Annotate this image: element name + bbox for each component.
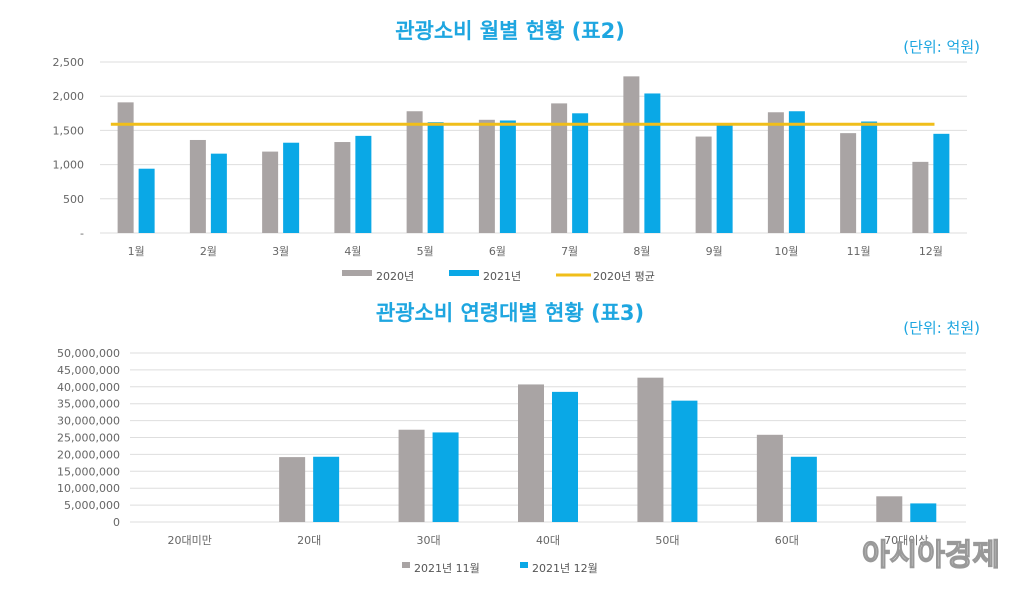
bar-series2 [861,121,878,233]
bar-series1 [279,457,306,522]
x-tick-label: 70대이상 [884,534,928,547]
x-tick-label: 1월 [128,245,145,258]
bar-series2 [790,456,817,522]
x-tick-label: 8월 [633,245,650,258]
y-tick-label: 50,000,000 [57,347,120,360]
bar-series1 [756,434,783,522]
y-tick-label: 15,000,000 [57,465,120,478]
x-tick-label: 11월 [847,245,871,258]
y-tick-label: 2,000 [53,90,85,103]
y-tick-label: 2,500 [53,56,85,69]
bar-series1 [623,76,640,233]
chart2-title: 관광소비 연령대별 현황 (표3) [376,301,644,325]
x-tick-label: 12월 [919,245,943,258]
bar-series2 [138,168,155,233]
bar-series2 [499,120,516,233]
chart1-title: 관광소비 월별 현황 (표2) [395,19,625,43]
bar-series1 [406,111,423,233]
bar-series1 [189,139,206,233]
bar-series2 [432,432,459,522]
watermark-logo: 아시아경제 [862,538,1000,573]
x-tick-label: 7월 [561,245,578,258]
y-tick-label: 25,000,000 [57,432,120,445]
bar-series2 [716,124,733,233]
bar-series2 [427,122,444,233]
chart2-plot: 0 5,000,000 10,000,000 15,000,000 20,000,000… [57,347,966,575]
bar-series2 [313,456,340,522]
bar-series2 [788,111,805,233]
y-tick-label: 45,000,000 [57,364,120,377]
bar-series2 [283,142,300,233]
legend-label: 2020년 평균 [593,270,655,283]
bar-series2 [572,113,589,233]
y-tick-label: - [80,227,84,240]
legend-swatch [402,562,410,568]
legend-swatch [520,562,528,568]
legend-label: 2021년 11월 [414,562,480,575]
bar-series2 [644,93,661,234]
bar-series2 [552,391,578,522]
chart1-unit: (단위: 억원) [903,38,980,56]
y-tick-label: 35,000,000 [57,398,120,411]
bar-series1 [551,103,568,233]
bar-series1 [876,496,903,522]
bar-series1 [478,119,495,233]
x-tick-label: 20대미만 [168,534,212,547]
bar-series2 [355,135,372,233]
x-tick-label: 10월 [774,245,798,258]
bar-series1 [262,151,279,233]
x-tick-label: 30대 [417,534,441,547]
chart1-plot: - 500 1,000 1,500 2,000 2,500 1월 2월 3월 4월 5월 6월 7월 8월… [53,56,967,283]
bar-series2 [210,153,227,233]
bar-series1 [912,161,929,233]
x-tick-label: 60대 [775,534,799,547]
bar-series1 [637,377,664,522]
x-tick-label: 4월 [344,245,361,258]
legend-label: 2021년 12월 [532,562,598,575]
x-tick-label: 6월 [489,245,506,258]
y-tick-label: 1,500 [53,124,85,137]
x-tick-label: 20대 [297,534,321,547]
legend-swatch [449,270,479,276]
bar-series1 [695,136,712,233]
bar-series2 [933,133,950,233]
y-tick-label: 500 [63,193,84,206]
legend-label: 2021년 [483,270,521,283]
x-tick-label: 5월 [417,245,434,258]
bar-series1 [398,429,425,522]
x-tick-label: 50대 [655,534,679,547]
bar-series1 [334,142,351,233]
bar-series1 [117,102,134,233]
y-tick-label: 0 [113,516,120,529]
y-tick-label: 10,000,000 [57,482,120,495]
legend-swatch [342,270,372,276]
x-tick-label: 2월 [200,245,217,258]
bar-series2 [910,503,937,522]
chart2-unit: (단위: 천원) [903,319,980,337]
y-tick-label: 20,000,000 [57,448,120,461]
bar-series1 [840,133,857,233]
y-tick-label: 5,000,000 [64,499,120,512]
y-tick-label: 40,000,000 [57,381,120,394]
x-tick-label: 3월 [272,245,289,258]
x-tick-label: 9월 [706,245,723,258]
y-tick-label: 30,000,000 [57,415,120,428]
bar-series1 [518,384,544,522]
x-tick-label: 40대 [536,534,560,547]
y-tick-label: 1,000 [53,159,85,172]
bar-series2 [671,400,698,522]
legend-label: 2020년 [376,270,414,283]
bar-series1 [767,112,784,233]
